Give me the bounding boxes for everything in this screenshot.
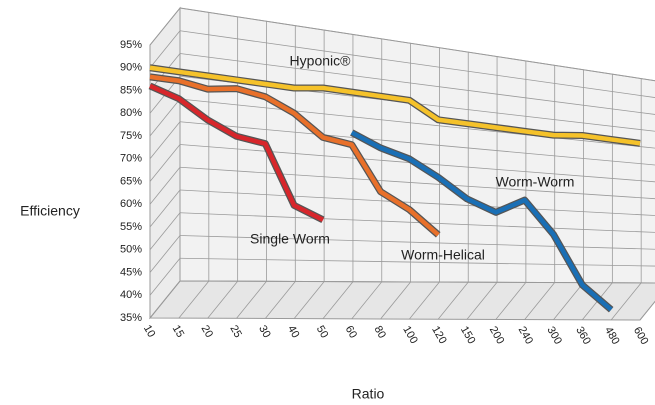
grid-line — [179, 53, 655, 115]
x-tick-label: 480 — [602, 325, 622, 347]
grid-line — [179, 280, 655, 284]
x-tick-label: 120 — [429, 324, 449, 346]
x-axis-label: Ratio — [352, 386, 385, 402]
grid-line — [149, 166, 181, 205]
y-tick-label: 95% — [120, 39, 142, 51]
series-label: Worm-Helical — [401, 247, 485, 263]
x-tick-label: 150 — [458, 324, 478, 346]
grid-line — [409, 281, 440, 320]
x-tick-label: 200 — [487, 324, 507, 346]
grid-line — [149, 121, 181, 160]
grid-line — [437, 281, 469, 320]
y-tick-label: 45% — [120, 266, 142, 278]
y-tick-label: 90% — [120, 62, 142, 74]
grid-line — [179, 121, 655, 166]
grid-line — [149, 98, 181, 137]
grid-line — [179, 144, 655, 183]
grid-line — [149, 235, 181, 273]
grid-line — [149, 212, 181, 251]
floor — [148, 280, 655, 321]
y-tick-label: 40% — [120, 289, 142, 301]
series-label: Worm-Worm — [496, 174, 575, 190]
x-tick-label: 15 — [170, 323, 187, 340]
x-tick-label: 360 — [573, 325, 593, 347]
x-tick-label: 100 — [400, 324, 420, 346]
grid-line — [179, 257, 655, 267]
grid-line — [207, 280, 238, 319]
grid-line — [351, 281, 383, 320]
grid-line — [639, 300, 655, 321]
x-tick-label: 80 — [371, 324, 388, 341]
series-label: Single Worm — [250, 231, 330, 247]
y-tick-label: 50% — [120, 244, 142, 256]
y-tick-label: 35% — [120, 312, 142, 324]
grid-line — [149, 30, 181, 69]
grid-line — [179, 166, 655, 200]
x-tick-label: 50 — [314, 324, 331, 341]
grid-line — [179, 98, 655, 149]
x-tick-label: 20 — [199, 323, 216, 340]
grid-line — [179, 189, 655, 216]
grid-line — [466, 282, 498, 320]
y-tick-label: 80% — [120, 107, 142, 119]
x-tick-label: 40 — [285, 324, 302, 341]
y-tick-label: 55% — [120, 221, 142, 233]
grid-line — [495, 282, 527, 320]
grid-line — [149, 144, 181, 182]
y-tick-label: 75% — [120, 130, 142, 142]
y-axis-label: Efficiency — [20, 203, 80, 219]
series-line — [149, 74, 440, 237]
series-line — [350, 130, 613, 312]
grid-line — [149, 280, 181, 319]
grid-line — [149, 189, 181, 228]
grid-line — [236, 281, 267, 319]
x-tick-label: 240 — [516, 324, 536, 346]
series-label: Hyponic® — [290, 53, 352, 69]
grid-line — [293, 281, 325, 319]
series-line — [149, 83, 324, 222]
grid-line — [524, 282, 556, 320]
grid-line — [149, 7, 181, 46]
grid-line — [610, 282, 642, 321]
grid-line — [179, 235, 655, 250]
x-tick-label: 60 — [343, 324, 360, 341]
x-tick-label: 300 — [544, 325, 564, 347]
grid-line — [179, 7, 655, 82]
y-tick-label: 65% — [120, 175, 142, 187]
x-tick-label: 25 — [227, 323, 244, 340]
x-tick-label: 600 — [631, 325, 651, 347]
x-tick-label: 10 — [141, 323, 158, 340]
series-line — [149, 65, 641, 146]
grid-line — [264, 281, 296, 319]
grid-line — [322, 281, 354, 319]
grid-line — [149, 257, 181, 296]
y-tick-label: 60% — [120, 198, 142, 210]
grid-line — [178, 280, 210, 319]
x-tick-label: 30 — [256, 323, 273, 340]
grid-line — [179, 30, 655, 98]
y-tick-label: 85% — [120, 84, 142, 96]
grid-line — [553, 282, 584, 320]
grid-line — [380, 281, 411, 320]
y-tick-label: 70% — [120, 153, 142, 165]
